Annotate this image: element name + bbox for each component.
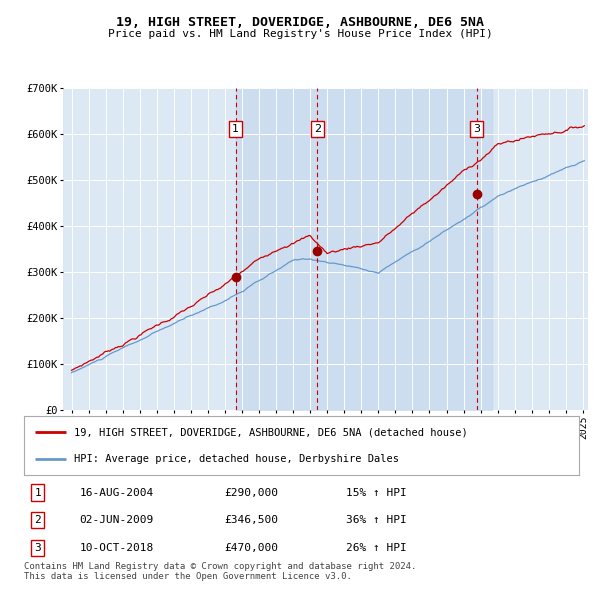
Text: 1: 1 — [35, 487, 41, 497]
Text: 19, HIGH STREET, DOVERIDGE, ASHBOURNE, DE6 5NA (detached house): 19, HIGH STREET, DOVERIDGE, ASHBOURNE, D… — [74, 428, 468, 437]
Text: 1: 1 — [232, 124, 239, 134]
Text: £290,000: £290,000 — [224, 487, 278, 497]
Text: 10-OCT-2018: 10-OCT-2018 — [79, 543, 154, 553]
Text: HPI: Average price, detached house, Derbyshire Dales: HPI: Average price, detached house, Derb… — [74, 454, 399, 464]
Text: 36% ↑ HPI: 36% ↑ HPI — [346, 515, 407, 525]
Text: 2: 2 — [35, 515, 41, 525]
Text: Price paid vs. HM Land Registry's House Price Index (HPI): Price paid vs. HM Land Registry's House … — [107, 30, 493, 39]
Text: 2: 2 — [314, 124, 321, 134]
Text: 02-JUN-2009: 02-JUN-2009 — [79, 515, 154, 525]
Text: 3: 3 — [473, 124, 480, 134]
Text: 26% ↑ HPI: 26% ↑ HPI — [346, 543, 407, 553]
Text: 19, HIGH STREET, DOVERIDGE, ASHBOURNE, DE6 5NA: 19, HIGH STREET, DOVERIDGE, ASHBOURNE, D… — [116, 16, 484, 29]
Text: 15% ↑ HPI: 15% ↑ HPI — [346, 487, 407, 497]
Text: Contains HM Land Registry data © Crown copyright and database right 2024.
This d: Contains HM Land Registry data © Crown c… — [24, 562, 416, 581]
Text: £470,000: £470,000 — [224, 543, 278, 553]
Text: 3: 3 — [35, 543, 41, 553]
Text: 16-AUG-2004: 16-AUG-2004 — [79, 487, 154, 497]
Text: £346,500: £346,500 — [224, 515, 278, 525]
